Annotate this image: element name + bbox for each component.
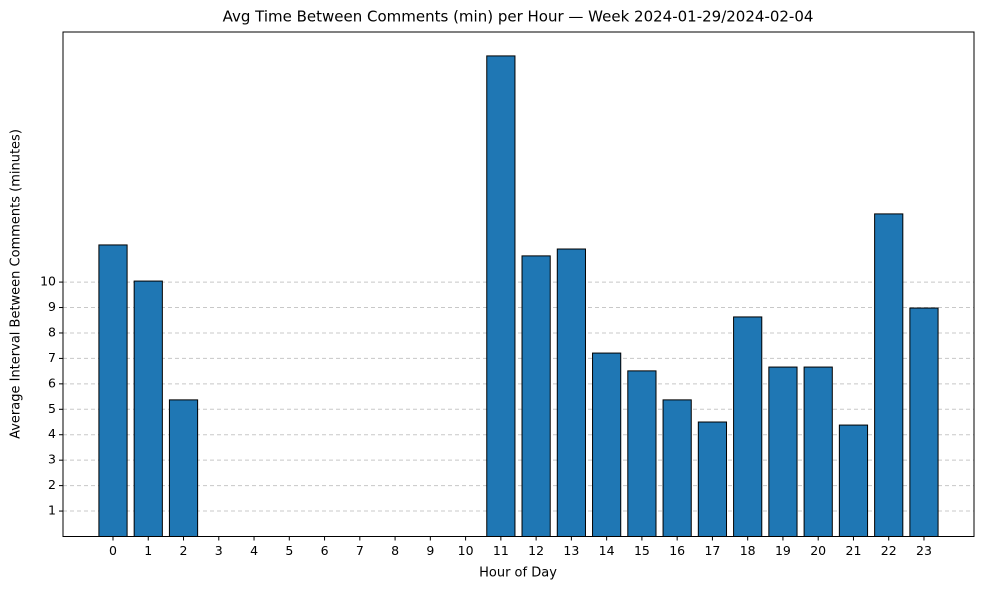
x-tick-label: 1 — [144, 543, 152, 558]
y-tick-label: 7 — [48, 350, 56, 365]
x-tick-label: 10 — [458, 543, 474, 558]
y-tick-label: 6 — [48, 375, 56, 390]
x-tick-label: 2 — [180, 543, 188, 558]
x-tick-label: 12 — [528, 543, 544, 558]
bar — [768, 366, 798, 538]
bar — [803, 366, 833, 538]
bar — [486, 55, 516, 538]
x-tick-label: 11 — [493, 543, 509, 558]
y-tick-label: 8 — [48, 324, 56, 339]
x-tick-label: 14 — [599, 543, 615, 558]
x-tick-label: 16 — [669, 543, 685, 558]
bar — [521, 255, 551, 538]
x-tick-label: 15 — [634, 543, 650, 558]
x-tick-label: 23 — [916, 543, 932, 558]
x-tick-label: 3 — [215, 543, 223, 558]
bar — [556, 248, 586, 538]
y-axis-label: Average Interval Between Comments (minut… — [9, 129, 24, 439]
bar — [697, 421, 728, 537]
bar — [592, 352, 622, 537]
y-tick-label: 3 — [48, 452, 56, 467]
bar — [133, 280, 163, 538]
x-tick-label: 17 — [704, 543, 720, 558]
y-tick-label: 2 — [48, 477, 56, 492]
bar — [733, 316, 763, 538]
bar — [909, 307, 939, 537]
x-tick-label: 8 — [391, 543, 399, 558]
x-tick-label: 22 — [881, 543, 897, 558]
x-tick-label: 4 — [250, 543, 258, 558]
x-tick-label: 18 — [740, 543, 756, 558]
bar — [874, 213, 904, 537]
bar — [98, 244, 128, 537]
x-axis-label: Hour of Day — [479, 566, 557, 581]
x-tick-label: 13 — [563, 543, 579, 558]
chart-title: Avg Time Between Comments (min) per Hour… — [223, 8, 814, 26]
plot-frame — [62, 31, 975, 537]
bar — [838, 424, 869, 537]
x-tick-label: 9 — [426, 543, 434, 558]
y-tick-label: 4 — [48, 426, 56, 441]
x-tick-label: 7 — [356, 543, 364, 558]
x-tick-label: 21 — [846, 543, 862, 558]
x-tick-label: 20 — [810, 543, 826, 558]
x-tick-label: 19 — [775, 543, 791, 558]
bar — [168, 399, 199, 538]
x-tick-label: 5 — [285, 543, 293, 558]
y-tick-label: 9 — [48, 299, 56, 314]
x-tick-label: 6 — [321, 543, 329, 558]
y-tick-label: 10 — [40, 274, 56, 289]
bar — [627, 370, 657, 538]
x-tick-label: 0 — [109, 543, 117, 558]
y-tick-label: 5 — [48, 401, 56, 416]
bar — [662, 399, 692, 538]
y-tick-label: 1 — [48, 503, 56, 518]
